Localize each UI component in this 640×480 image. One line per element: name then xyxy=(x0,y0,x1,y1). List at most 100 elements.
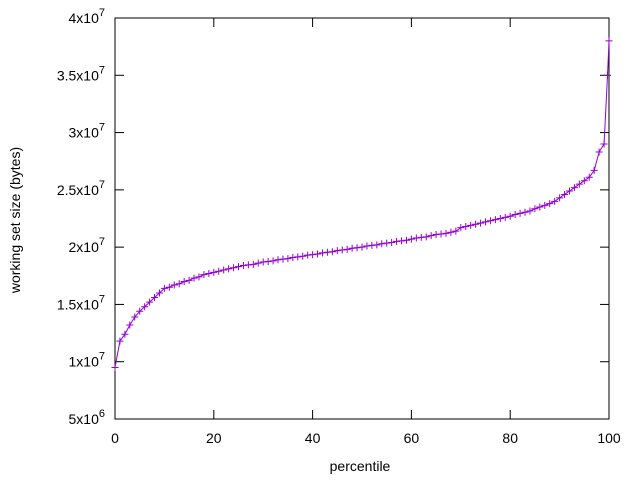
y-tick-label-exponent: 7 xyxy=(99,122,105,134)
data-point xyxy=(417,233,425,241)
data-point xyxy=(309,251,317,259)
data-point xyxy=(289,253,297,261)
data-point xyxy=(155,289,163,297)
data-point xyxy=(165,283,173,291)
data-point xyxy=(126,321,134,329)
data-point xyxy=(230,264,238,272)
x-tick-label: 100 xyxy=(597,430,621,446)
y-tick-label-exponent: 7 xyxy=(99,236,105,248)
data-point xyxy=(467,221,475,229)
data-point xyxy=(235,263,242,271)
y-axis-label: working set size (bytes) xyxy=(7,147,23,294)
data-point xyxy=(141,303,149,311)
data-point xyxy=(314,250,322,258)
data-point xyxy=(378,240,386,248)
y-tick-label-base: 1.5x10 xyxy=(57,296,99,312)
data-point xyxy=(427,232,435,240)
y-tick-label-exponent: 6 xyxy=(99,408,105,420)
data-point xyxy=(249,260,257,268)
y-tick-label-base: 5x10 xyxy=(69,411,100,427)
data-point xyxy=(477,219,485,227)
data-point xyxy=(442,229,450,237)
data-point xyxy=(259,258,267,266)
data-point xyxy=(205,269,213,277)
data-point xyxy=(284,255,292,263)
data-point xyxy=(482,218,489,226)
data-point xyxy=(318,249,326,257)
data-point xyxy=(472,220,480,228)
data-point xyxy=(348,244,356,252)
y-tick-label: 3.5x107 xyxy=(57,64,105,83)
y-tick-label-exponent: 7 xyxy=(99,7,105,19)
data-point xyxy=(225,265,233,273)
x-tick-label: 40 xyxy=(305,430,321,446)
y-tick-label-base: 2.5x10 xyxy=(57,182,99,198)
data-point xyxy=(373,241,381,249)
data-point xyxy=(383,239,391,247)
data-point xyxy=(358,243,366,251)
data-point xyxy=(432,231,440,239)
data-point xyxy=(116,337,124,345)
data-point xyxy=(462,223,470,231)
data-point xyxy=(590,166,598,174)
data-point xyxy=(526,207,534,215)
data-point xyxy=(304,251,312,259)
y-tick-label-exponent: 7 xyxy=(99,293,105,305)
data-point xyxy=(600,140,608,148)
data-point xyxy=(457,224,465,232)
data-point xyxy=(151,294,159,302)
data-point xyxy=(333,247,341,255)
data-point xyxy=(605,37,613,45)
data-point xyxy=(210,268,218,276)
y-tick-label: 2.5x107 xyxy=(57,179,105,198)
x-tick-label: 0 xyxy=(111,430,119,446)
data-point xyxy=(111,363,119,371)
y-tick-label-exponent: 7 xyxy=(99,351,105,363)
y-tick-label-base: 3x10 xyxy=(69,125,100,141)
data-point xyxy=(393,237,401,245)
data-point xyxy=(501,213,509,221)
data-point xyxy=(575,180,583,188)
data-point xyxy=(486,217,494,225)
data-point xyxy=(604,71,612,79)
y-tick-label-exponent: 7 xyxy=(99,179,105,191)
y-tick-label-base: 4x10 xyxy=(69,10,100,26)
data-point xyxy=(585,173,593,181)
data-point xyxy=(516,209,524,217)
data-point xyxy=(531,205,539,213)
data-point xyxy=(506,212,514,220)
data-point xyxy=(264,257,272,265)
y-tick-label: 1x107 xyxy=(69,351,105,370)
data-point xyxy=(398,237,406,245)
data-point xyxy=(402,236,410,244)
data-point xyxy=(131,313,139,321)
data-point xyxy=(546,200,554,208)
y-tick-label-base: 2x10 xyxy=(69,239,100,255)
data-point xyxy=(363,242,371,250)
plot-border xyxy=(114,17,610,420)
y-tick-label: 3x107 xyxy=(69,122,105,141)
data-point xyxy=(551,197,559,205)
data-point xyxy=(274,256,282,264)
x-tick-label: 20 xyxy=(206,430,222,446)
data-point xyxy=(146,298,154,306)
data-point xyxy=(496,215,504,222)
data-point xyxy=(170,281,178,289)
data-point xyxy=(175,280,183,288)
data-point xyxy=(556,194,564,202)
y-tick-label: 1.5x107 xyxy=(57,293,105,312)
data-point xyxy=(343,245,351,253)
y-tick-label-base: 3.5x10 xyxy=(57,67,99,83)
data-point xyxy=(437,230,445,238)
y-tick-label-exponent: 7 xyxy=(99,64,105,76)
x-tick-label: 60 xyxy=(404,430,420,446)
data-point xyxy=(595,148,603,156)
data-point xyxy=(407,235,415,243)
data-point xyxy=(491,216,499,224)
data-point xyxy=(220,266,228,274)
data-point xyxy=(422,233,430,241)
data-point xyxy=(447,228,455,236)
data-point xyxy=(580,177,588,185)
data-point xyxy=(412,234,420,242)
